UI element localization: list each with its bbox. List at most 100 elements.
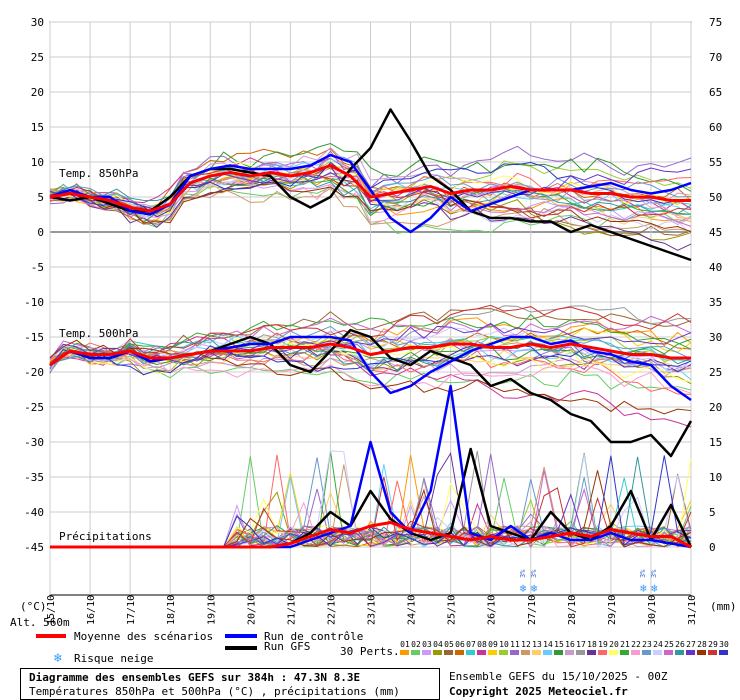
snowflake-icon: ❄ [651,582,658,595]
pert-number: 02 [411,640,421,649]
pert-number: 23 [642,640,652,649]
pert-number: 18 [587,640,597,649]
pert-swatch [510,650,519,655]
pert-swatch [411,650,420,655]
x-tick: 26/10 [487,595,498,625]
pert-number: 06 [455,640,465,649]
pert-swatch [444,650,453,655]
pert-swatch [499,650,508,655]
footer-title-box: Diagramme des ensembles GEFS sur 384h : … [20,668,440,700]
snow-risk-label: 3% [519,569,527,578]
snowflake-icon: ❄ [54,651,62,666]
pert-swatch [521,650,530,655]
legend-gfs-label: Run GFS [264,640,311,653]
legend-gfs-swatch [225,646,257,650]
member-line [49,339,692,415]
x-tick: 19/10 [206,595,217,625]
x-tick: 16/10 [86,595,97,625]
x-tick: 15/10 [46,595,57,625]
member-line [49,327,692,372]
legend-snow-label: Risque neige [74,652,154,665]
x-tick: 31/10 [687,595,698,625]
pert-number: 16 [565,640,575,649]
legend-perts-label: 30 Perts. [340,645,400,658]
member-line [49,336,692,428]
y-tick-left: -5 [31,261,44,274]
pert-swatch [664,650,673,655]
pert-swatch [433,650,442,655]
y-tick-left: 20 [31,86,44,99]
pert-number: 30 [719,640,729,649]
pert-swatch [675,650,684,655]
unit-right: (mm) [710,600,737,613]
pert-swatch [708,650,717,655]
pert-number: 15 [554,640,564,649]
y-tick-left: -40 [24,506,44,519]
pert-swatch [576,650,585,655]
pert-swatch [477,650,486,655]
y-tick-left: 5 [37,191,44,204]
y-tick-left: -35 [24,471,44,484]
member-line [49,165,692,251]
member-line [49,165,692,215]
pert-swatch [400,650,409,655]
snowflake-icon: ❄ [640,582,647,595]
y-tick-right: 60 [709,121,722,134]
pert-swatch [653,650,662,655]
y-ticks-left: 30 25 20 15 10 5 0 -5 -10 -15 -20 -25 -30 -35 -40 -45 [24,16,44,554]
y-tick-left: -30 [24,436,44,449]
x-tick: 30/10 [647,595,658,625]
y-tick-left: 0 [37,226,44,239]
y-tick-right: 75 [709,16,722,29]
pert-number: 08 [477,640,487,649]
footer-title: Diagramme des ensembles GEFS sur 384h : … [29,671,361,684]
y-tick-right: 65 [709,86,722,99]
pert-number: 14 [543,640,553,649]
pert-swatch [686,650,695,655]
footer-subtitle: Températures 850hPa et 500hPa (°C) , pré… [29,685,400,698]
y-tick-right: 70 [709,51,722,64]
pert-swatch [455,650,464,655]
y-tick-right: 10 [709,471,722,484]
snowflake-icon: ❄ [531,582,538,595]
pert-number: 11 [510,640,520,649]
pert-swatch [642,650,651,655]
label-precip: Précipitations [59,530,152,543]
x-ticks: 15/10 16/10 17/10 18/10 19/10 20/10 21/10 22/10… [46,595,698,625]
pert-number: 22 [631,640,641,649]
pert-swatch [719,650,728,655]
y-tick-left: -15 [24,331,44,344]
y-tick-left: 10 [31,156,44,169]
pert-number: 09 [488,640,498,649]
pert-number: 12 [521,640,531,649]
legend-mean-label: Moyenne des scénarios [74,630,214,643]
pert-number: 28 [697,640,707,649]
pert-number: 17 [576,640,586,649]
pert-number: 27 [686,640,696,649]
pert-number: 10 [499,640,509,649]
unit-left: (°C) [20,600,47,613]
main-series [49,108,693,549]
pert-number: 04 [433,640,443,649]
x-tick: 22/10 [326,595,337,625]
pert-swatch [422,650,431,655]
series-line-t850 [49,108,692,262]
pert-swatch [631,650,640,655]
member-line [49,338,692,367]
member-line [49,305,692,370]
label-t500: Temp. 500hPa [59,327,138,340]
snow-risk-label: 3% [530,569,538,578]
y-tick-left: -25 [24,401,44,414]
pert-number: 07 [466,640,476,649]
x-tick: 21/10 [286,595,297,625]
member-line [49,322,692,364]
x-tick: 28/10 [567,595,578,625]
y-tick-right: 25 [709,366,722,379]
copyright: Copyright 2025 Meteociel.fr [449,685,628,698]
run-info: Ensemble GEFS du 15/10/2025 - 00Z [449,670,668,683]
pert-number: 13 [532,640,542,649]
y-tick-left: 15 [31,121,44,134]
pert-number: 26 [675,640,685,649]
pert-swatch [565,650,574,655]
